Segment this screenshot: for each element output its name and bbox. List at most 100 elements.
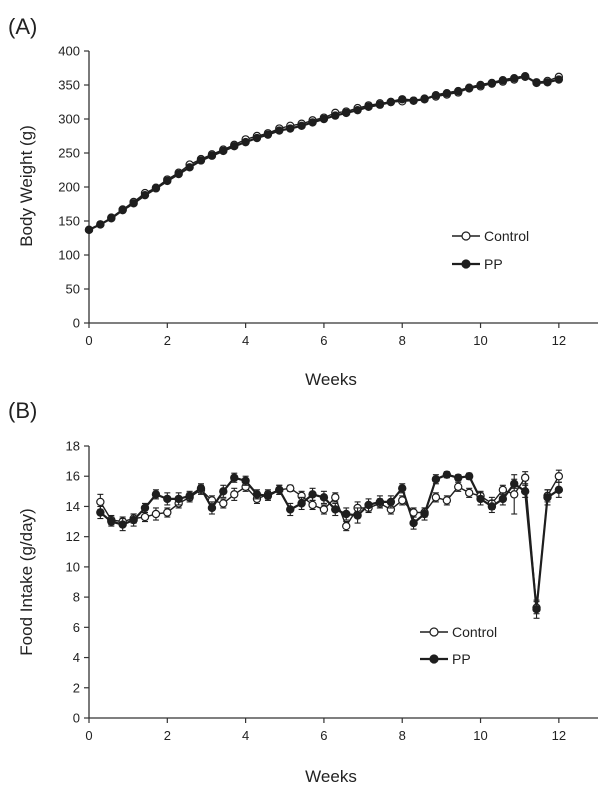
point-pp [163,494,172,504]
point-control [140,512,150,522]
y-tick-label: 50 [66,282,80,297]
point-pp [364,500,373,510]
y-tick-label: 10 [66,559,80,574]
point-pp [174,494,183,504]
point-pp [386,497,396,507]
point-pp [454,86,463,96]
point-control [331,493,340,502]
point-pp [398,484,407,493]
panel-b: (B) 0 2 4 6 8 10 12 14 16 18 0 2 4 6 8 10 12 Weeks Food … [8,398,598,785]
point-control [409,508,418,517]
y-tick-label: 6 [73,620,80,635]
y-tick-label: 0 [73,316,80,331]
point-pp [364,102,373,111]
point-pp [319,493,329,502]
legend-label-pp: PP [452,651,471,667]
point-pp [520,71,530,81]
point-pp [241,137,250,147]
legend-marker-control [461,231,471,241]
point-control [510,490,519,499]
y-tick-label: 250 [58,146,80,161]
point-pp [498,76,508,85]
point-pp [342,108,351,118]
x-tick-label: 12 [552,728,566,743]
x-tick-label: 6 [320,333,327,348]
series-line-pp [99,473,560,610]
panel-b-legend: Control PP [420,624,497,667]
point-control [308,500,317,510]
point-pp [84,225,94,235]
point-pp [263,491,273,501]
point-control [96,497,105,507]
point-pp [375,497,385,507]
point-pp [420,95,429,104]
series-line-pp [88,75,560,231]
panel-b-label: (B) [8,398,37,423]
point-pp [476,494,485,504]
panel-b-x-axis-title: Weeks [305,767,357,785]
panel-b-y-axis-title: Food Intake (g/day) [17,508,36,655]
y-tick-label: 0 [73,711,80,726]
panel-a-legend: Control PP [452,228,529,272]
panel-a-label: (A) [8,14,37,39]
point-control [230,490,239,499]
point-pp [442,88,452,98]
legend-label-control: Control [484,228,529,244]
y-tick-label: 14 [66,499,80,514]
point-control [286,484,295,493]
point-control [431,493,441,502]
point-pp [286,124,295,133]
point-pp [275,126,284,135]
point-pp [140,190,150,200]
point-pp [163,176,172,186]
point-pp [308,490,317,499]
point-pp [319,114,329,124]
point-pp [353,105,362,115]
point-pp [185,491,194,501]
point-pp [409,518,418,528]
point-pp [286,505,295,514]
y-tick-label: 300 [58,112,80,127]
point-pp [375,100,385,109]
x-tick-label: 4 [242,728,249,743]
point-pp [297,121,306,131]
point-pp [409,96,418,105]
point-pp [520,487,530,496]
point-pp [420,509,429,519]
point-pp [532,78,541,88]
point-control [554,472,564,481]
point-pp [219,487,228,496]
x-tick-label: 10 [473,333,487,348]
point-control [398,496,407,505]
point-pp [554,485,564,495]
point-pp [342,509,351,519]
y-tick-label: 16 [66,469,80,484]
point-pp [510,73,519,83]
point-pp [252,490,262,499]
point-control [442,496,452,505]
panel-b-series [96,469,564,619]
point-control [464,488,474,498]
point-pp [353,511,362,520]
point-pp [185,163,194,172]
point-control [163,508,172,517]
y-tick-label: 200 [58,180,80,195]
point-pp [431,90,441,100]
point-pp [96,220,105,229]
point-pp [174,169,183,179]
x-tick-label: 6 [320,728,327,743]
x-tick-label: 0 [85,728,92,743]
y-tick-label: 18 [66,439,80,454]
point-pp [543,78,552,87]
point-pp [498,494,508,504]
point-pp [129,515,138,525]
point-pp [151,490,161,499]
point-pp [331,505,340,514]
point-pp [510,479,519,488]
point-pp [297,499,306,508]
legend-marker-control [429,627,439,637]
point-pp [532,605,541,614]
point-pp [464,472,474,481]
point-pp [140,503,150,513]
panel-a-axes: 0 50 100 150 200 250 300 350 400 0 2 4 6 8 10 12 [58,44,598,348]
